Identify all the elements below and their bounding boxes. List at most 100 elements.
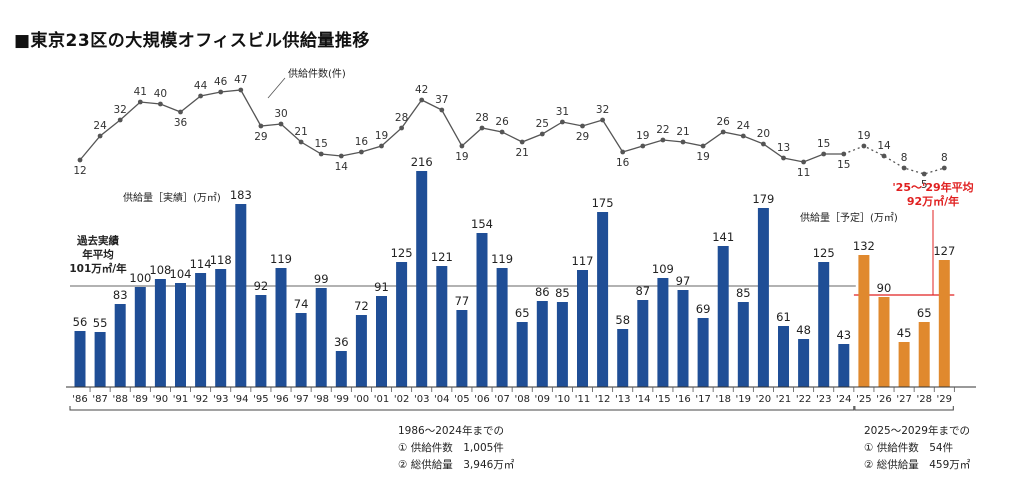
x-tick-label: '95 <box>253 394 268 405</box>
bar-value-label: 83 <box>113 288 128 302</box>
bar-value-label: 69 <box>696 302 711 316</box>
bar-value-label: 36 <box>334 335 349 349</box>
bar-value-label: 77 <box>455 294 470 308</box>
bar-value-label: 117 <box>572 254 594 268</box>
x-tick-label: '26 <box>876 394 891 405</box>
bar-'99 <box>335 351 347 387</box>
count-point <box>158 101 163 107</box>
bar-value-label: 92 <box>254 279 269 293</box>
count-line-plan <box>843 145 945 175</box>
x-tick-label: '12 <box>595 394 610 405</box>
summary-future: 2025～2029年までの ① 供給件数 54件 ② 総供給量 459万㎡ <box>864 423 970 474</box>
count-point <box>97 133 103 139</box>
count-value-label: 14 <box>877 140 891 152</box>
count-point <box>117 117 123 123</box>
bar-value-label: 85 <box>555 286 570 300</box>
count-point <box>379 143 384 149</box>
past-average-label-1: 過去実績 <box>76 234 119 247</box>
bar-'02 <box>396 262 408 387</box>
x-tick-label: '09 <box>535 394 550 405</box>
x-tick-label: '27 <box>896 394 911 405</box>
bar-value-label: 85 <box>736 286 751 300</box>
bar-'17 <box>697 318 709 387</box>
count-value-label: 16 <box>355 136 369 148</box>
bar-'06 <box>476 233 488 387</box>
count-point <box>318 151 324 157</box>
count-point <box>620 149 626 155</box>
count-point <box>740 133 746 139</box>
count-value-label: 22 <box>656 124 669 136</box>
summary-future-volume: ② 総供給量 459万㎡ <box>864 459 971 471</box>
count-value-label: 30 <box>274 108 287 120</box>
bar-'13 <box>617 329 629 387</box>
bar-value-label: 132 <box>853 239 875 253</box>
count-value-label: 32 <box>596 104 609 116</box>
count-value-label: 21 <box>294 126 307 138</box>
count-value-label: 31 <box>556 106 569 118</box>
x-tick-label: '02 <box>394 394 409 405</box>
count-value-label: 21 <box>676 126 689 138</box>
bar-'05 <box>456 310 468 387</box>
bar-'22 <box>798 339 810 387</box>
count-point <box>218 89 224 95</box>
summary-past-volume: ② 総供給量 3,946万㎡ <box>398 459 515 471</box>
count-point <box>821 151 827 157</box>
count-point <box>680 139 686 145</box>
x-tick-label: '13 <box>615 394 630 405</box>
x-tick-label: '08 <box>514 394 529 405</box>
count-point <box>459 143 465 149</box>
x-tick-label: '07 <box>494 394 509 405</box>
count-point <box>137 99 143 105</box>
bar-'21 <box>778 326 789 387</box>
count-point <box>77 157 83 163</box>
bar-'29 <box>938 260 950 387</box>
bar-value-label: 87 <box>635 284 650 298</box>
count-value-label: 47 <box>234 74 247 86</box>
count-value-label: 8 <box>901 152 908 164</box>
axis-layer: '86 '87 '88 '89 '90 '91 '92 '93 '94 '95 '96 '97 '98 '… <box>66 386 976 411</box>
count-value-label: 19 <box>636 130 649 142</box>
count-value-label: 40 <box>154 88 167 100</box>
count-value-label: 24 <box>93 120 107 132</box>
x-tick-label: '98 <box>313 394 328 405</box>
count-value-label: 21 <box>516 147 529 159</box>
bar-'04 <box>436 266 448 387</box>
bar-'87 <box>94 332 106 387</box>
bar-value-label: 58 <box>615 313 630 327</box>
bar-'93 <box>215 269 227 387</box>
count-value-label: 15 <box>837 159 850 171</box>
x-tick-label: '96 <box>273 394 288 405</box>
count-point <box>560 119 565 125</box>
x-tick-label: '14 <box>635 394 650 405</box>
x-tick-label: '24 <box>836 394 851 405</box>
count-value-label: 26 <box>717 116 731 128</box>
count-point <box>861 143 867 149</box>
x-tick-label: '11 <box>575 394 590 405</box>
count-value-label: 28 <box>395 112 408 124</box>
count-value-label: 5 <box>921 179 928 191</box>
count-line-layer: 12 24 32 41 40 36 44 46 47 29 30 21 15 14 16 19 28 42 37 19… <box>73 74 947 191</box>
count-point <box>359 149 364 155</box>
chart-title: ■東京23区の大規模オフィスビル供給量推移 <box>14 31 370 51</box>
x-tick-label: '18 <box>715 394 730 405</box>
bar-'26 <box>878 297 890 387</box>
x-tick-label: '17 <box>695 394 710 405</box>
bar-'09 <box>536 301 548 387</box>
bar-'25 <box>858 255 870 387</box>
bar-value-label: 55 <box>93 316 108 330</box>
bar-'20 <box>757 208 769 387</box>
bar-value-label: 141 <box>712 230 734 244</box>
count-value-label: 44 <box>194 80 208 92</box>
count-value-label: 24 <box>737 120 751 132</box>
bar-'03 <box>416 171 428 387</box>
summary-past: 1986～2024年までの ① 供給件数 1,005件 ② 総供給量 3,946… <box>398 423 514 474</box>
count-point <box>580 123 585 129</box>
bar-'12 <box>597 212 609 387</box>
bar-'98 <box>315 288 327 387</box>
summary-future-count: ① 供給件数 54件 <box>864 442 954 454</box>
count-value-label: 19 <box>375 130 388 142</box>
bar-value-label: 125 <box>391 246 413 260</box>
x-tick-label: '92 <box>193 394 208 405</box>
bar-'00 <box>355 315 367 387</box>
